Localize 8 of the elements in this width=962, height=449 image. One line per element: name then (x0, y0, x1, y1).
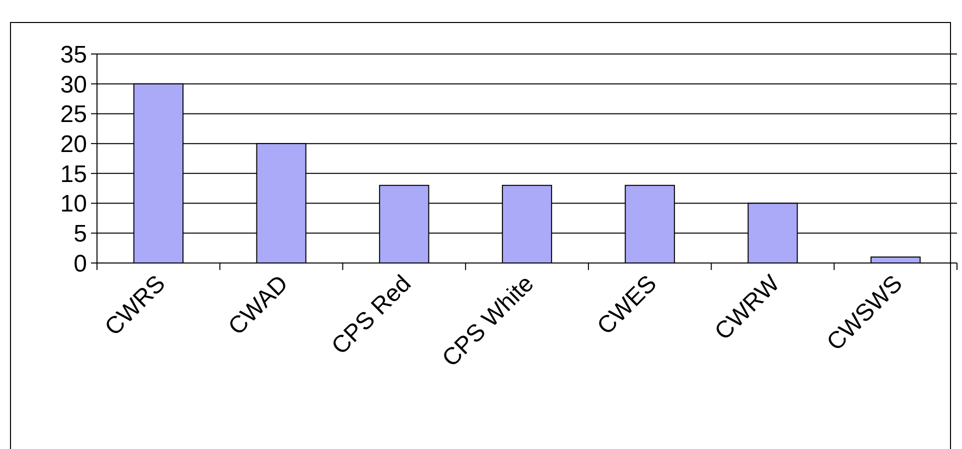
y-tick-label: 5 (74, 220, 87, 248)
y-tick-label: 15 (60, 160, 87, 188)
y-tick-label: 0 (74, 250, 87, 278)
y-tick-label: 10 (60, 190, 87, 218)
y-tick-label: 20 (60, 130, 87, 158)
y-tick-label: 30 (60, 71, 87, 98)
y-tick-label: 35 (60, 41, 87, 68)
y-tick-label: 25 (60, 101, 87, 128)
